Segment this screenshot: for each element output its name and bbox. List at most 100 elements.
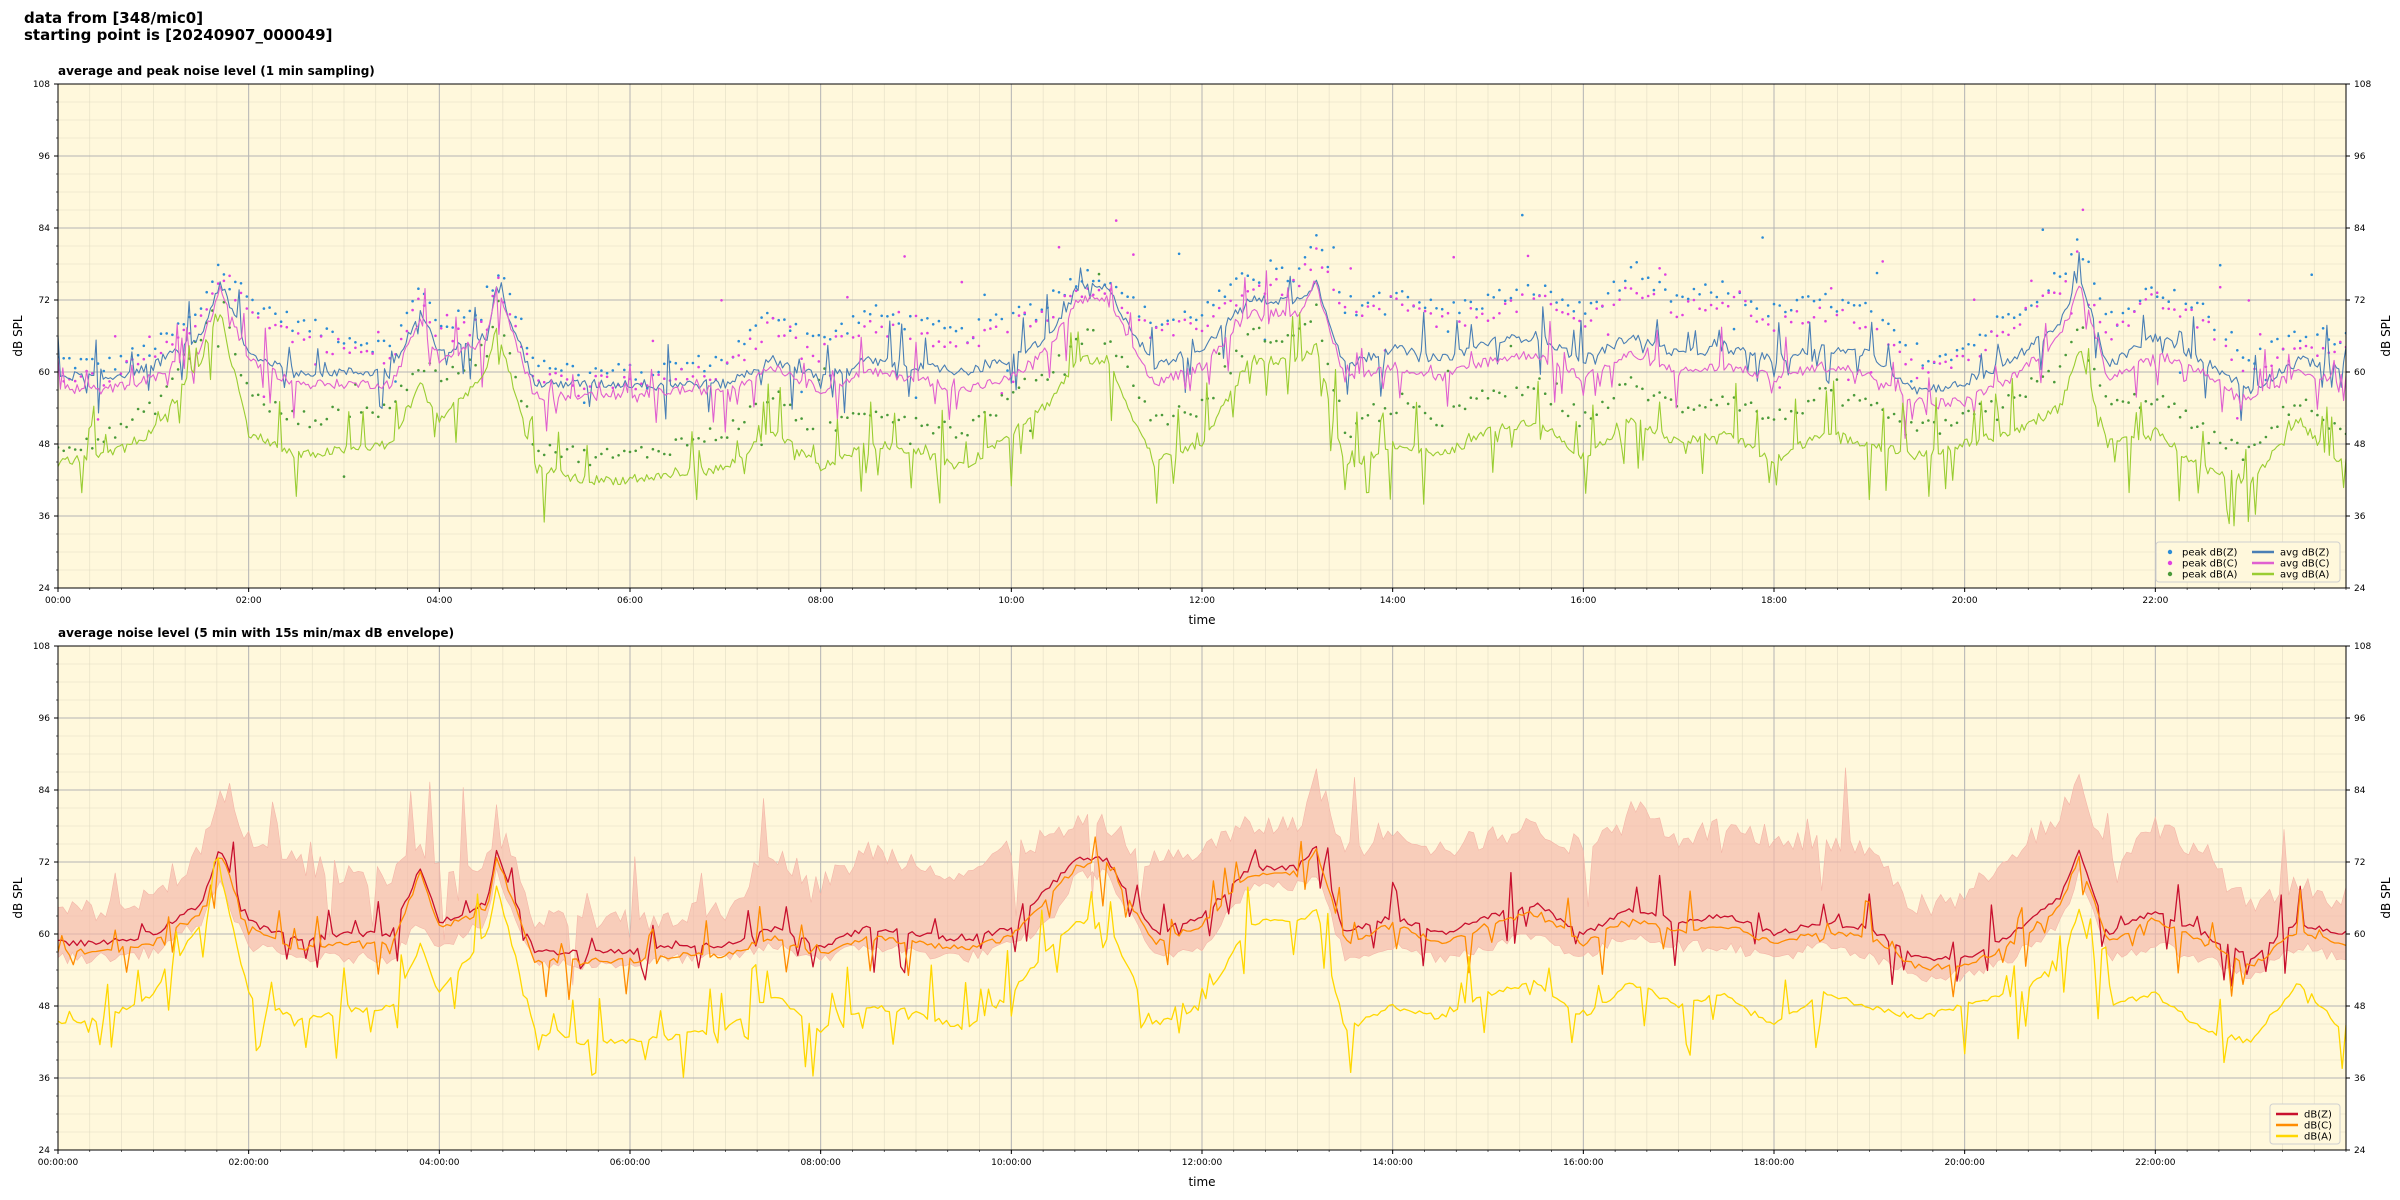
point-peak-db-c — [337, 337, 340, 341]
header-source-line: data from [348/mic0] — [24, 9, 204, 27]
point-peak-db-z — [2316, 333, 2319, 336]
point-peak-db-c — [79, 375, 83, 378]
point-peak-db-c — [1435, 325, 1438, 329]
point-peak-db-c — [920, 332, 923, 335]
point-peak-db-a — [1217, 352, 1221, 356]
series-avg-db-c-line — [58, 270, 2346, 439]
series-avg-db-a-line — [58, 312, 2346, 527]
point-peak-db-a — [1624, 382, 1627, 386]
point-peak-db-c — [588, 385, 592, 388]
point-peak-db-a — [788, 403, 792, 407]
point-peak-db-z — [411, 299, 414, 303]
point-peak-db-a — [1612, 396, 1616, 400]
point-peak-db-a — [2333, 422, 2336, 425]
point-peak-db-a — [176, 368, 180, 371]
point-peak-db-c — [2224, 344, 2228, 348]
point-peak-db-c — [1698, 307, 1701, 311]
point-peak-db-z — [308, 330, 312, 333]
point-peak-db-a — [2190, 426, 2193, 430]
point-peak-db-z — [1618, 289, 1621, 292]
x-tick-label: 20:00:00 — [1944, 1158, 1985, 1168]
point-peak-db-c — [1332, 288, 1335, 292]
point-peak-db-c — [977, 344, 981, 348]
point-peak-db-z — [954, 329, 958, 333]
point-peak-db-z — [577, 373, 580, 377]
point-peak-db-c — [1212, 315, 1215, 318]
point-peak-db-z — [634, 378, 637, 381]
point-peak-db-z — [1841, 298, 1844, 302]
x-tick-label: 22:00 — [2142, 596, 2168, 606]
x-axis-label: time — [1188, 1175, 1215, 1189]
point-peak-db-a — [2150, 402, 2153, 406]
point-peak-db-c — [937, 340, 941, 343]
point-peak-db-z — [1624, 279, 1627, 283]
point-peak-db-c — [697, 365, 700, 369]
point-peak-db-z — [2155, 295, 2159, 299]
point-peak-db-a — [1046, 378, 1049, 381]
point-peak-db-a — [937, 426, 941, 429]
point-peak-db-a — [2276, 425, 2279, 429]
point-peak-db-a — [136, 407, 140, 411]
point-peak-db-z — [1120, 291, 1124, 295]
point-peak-db-a — [119, 422, 123, 426]
point-peak-db-a — [1835, 378, 1839, 381]
point-peak-db-a — [1955, 421, 1959, 425]
point-peak-db-a — [1286, 334, 1290, 337]
point-peak-db-a — [1910, 421, 1913, 424]
point-peak-db-c — [319, 335, 323, 338]
point-peak-db-z — [1910, 380, 1913, 383]
point-peak-db-z — [777, 318, 780, 322]
point-peak-db-z — [514, 315, 517, 319]
point-peak-db-a — [2104, 395, 2108, 398]
point-peak-db-c — [1795, 310, 1799, 313]
point-peak-db-z — [605, 371, 609, 375]
point-peak-db-z — [251, 298, 254, 302]
point-peak-db-c — [1841, 308, 1844, 312]
point-peak-db-a — [977, 414, 981, 418]
point-peak-db-z — [2081, 258, 2085, 261]
point-peak-db-z — [1149, 321, 1152, 325]
point-peak-db-a — [966, 433, 969, 437]
point-peak-db-c — [542, 380, 546, 384]
point-peak-db-z — [2012, 316, 2016, 320]
y-tick-label-right: 72 — [2354, 858, 2365, 868]
point-peak-db-z — [588, 371, 592, 375]
point-peak-db-c — [1532, 297, 1536, 300]
point-peak-db-c — [1646, 294, 1650, 298]
point-peak-db-c — [2184, 308, 2188, 312]
y-tick-label-right: 72 — [2354, 296, 2365, 306]
point-peak-db-a — [994, 414, 998, 417]
point-peak-db-a — [600, 452, 603, 456]
point-peak-db-a — [68, 446, 71, 449]
point-peak-db-a — [1481, 389, 1484, 393]
point-peak-db-a — [1458, 404, 1461, 407]
point-peak-db-c — [720, 299, 723, 302]
point-peak-db-z — [1297, 267, 1301, 270]
point-peak-db-a — [2281, 405, 2285, 409]
point-peak-db-c — [1521, 293, 1524, 296]
point-peak-db-c — [1029, 324, 1032, 328]
point-peak-db-z — [1303, 255, 1307, 259]
point-peak-db-a — [399, 384, 403, 388]
point-peak-db-z — [1395, 291, 1398, 295]
point-peak-db-c — [960, 280, 964, 284]
point-peak-db-z — [239, 282, 243, 285]
point-peak-db-a — [1583, 411, 1587, 414]
point-peak-db-c — [783, 334, 786, 337]
point-peak-db-z — [1280, 266, 1284, 270]
point-peak-db-a — [1000, 394, 1004, 397]
point-peak-db-c — [1789, 320, 1793, 324]
point-peak-db-c — [2304, 344, 2308, 348]
legend-label: avg dB(C) — [2280, 559, 2330, 570]
x-tick-label: 02:00:00 — [228, 1158, 269, 1168]
x-tick-label: 04:00 — [426, 596, 452, 606]
point-peak-db-z — [1915, 342, 1919, 345]
point-peak-db-a — [2310, 409, 2313, 413]
point-peak-db-a — [296, 422, 300, 426]
point-peak-db-a — [725, 436, 729, 439]
point-peak-db-a — [159, 394, 163, 398]
point-peak-db-a — [1618, 383, 1621, 387]
point-peak-db-c — [771, 316, 775, 320]
point-peak-db-c — [1378, 307, 1381, 311]
point-peak-db-z — [1269, 259, 1272, 262]
